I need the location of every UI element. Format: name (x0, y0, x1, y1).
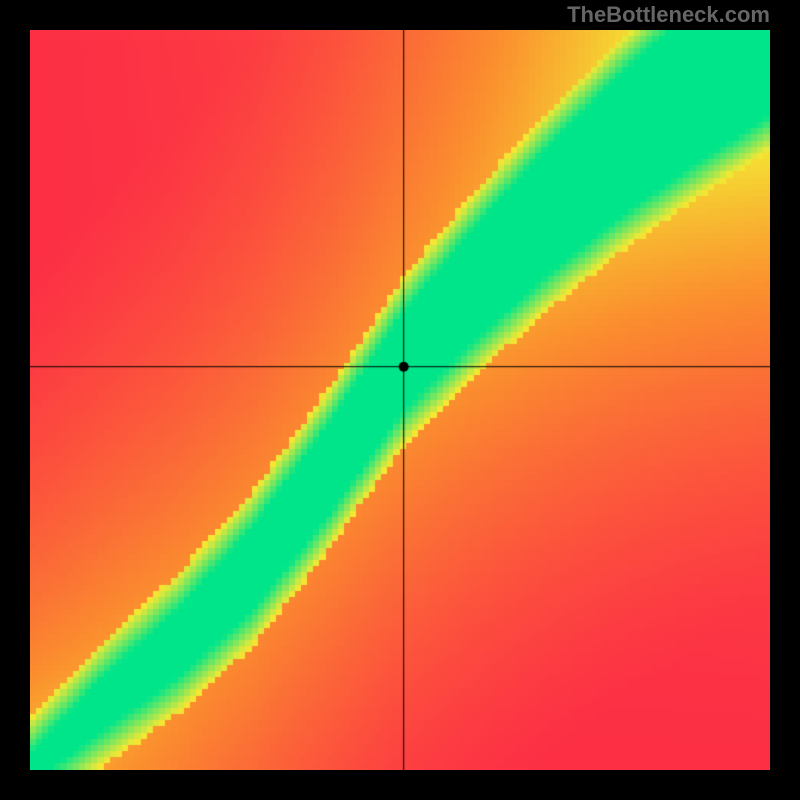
heatmap-canvas (30, 30, 770, 770)
watermark-text: TheBottleneck.com (567, 2, 770, 28)
heatmap-plot (30, 30, 770, 770)
chart-container: TheBottleneck.com (0, 0, 800, 800)
